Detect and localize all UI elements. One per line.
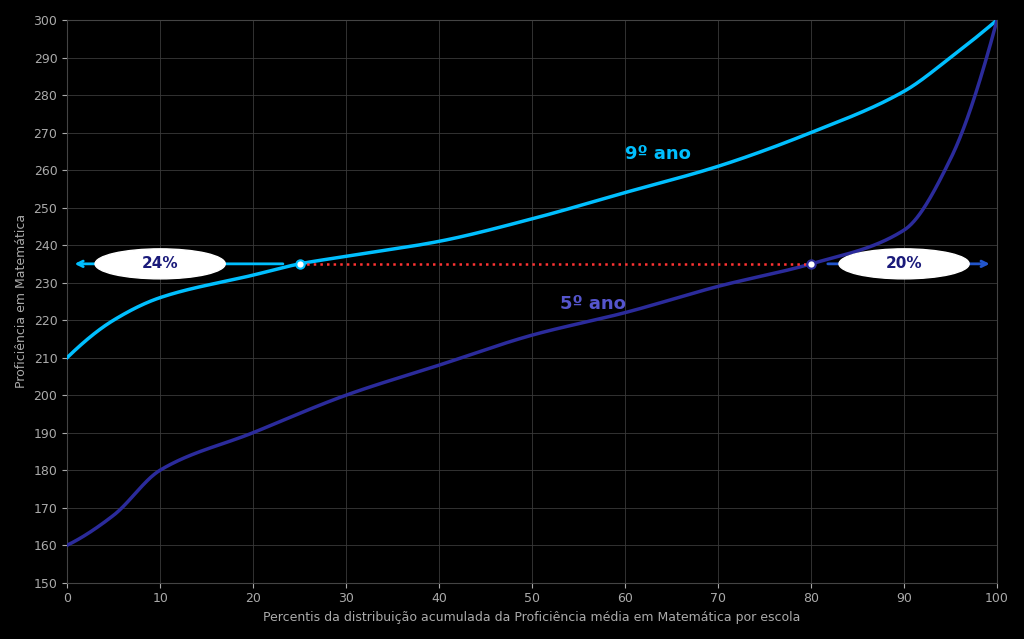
Text: 9º ano: 9º ano bbox=[625, 145, 691, 163]
Ellipse shape bbox=[839, 249, 969, 279]
Ellipse shape bbox=[95, 249, 225, 279]
Text: 20%: 20% bbox=[886, 256, 923, 272]
X-axis label: Percentis da distribuição acumulada da Proficiência média em Matemática por esco: Percentis da distribuição acumulada da P… bbox=[263, 611, 801, 624]
Text: 24%: 24% bbox=[142, 256, 178, 272]
Text: 5º ano: 5º ano bbox=[560, 295, 626, 313]
Y-axis label: Proficiência em Matemática: Proficiência em Matemática bbox=[15, 214, 28, 389]
